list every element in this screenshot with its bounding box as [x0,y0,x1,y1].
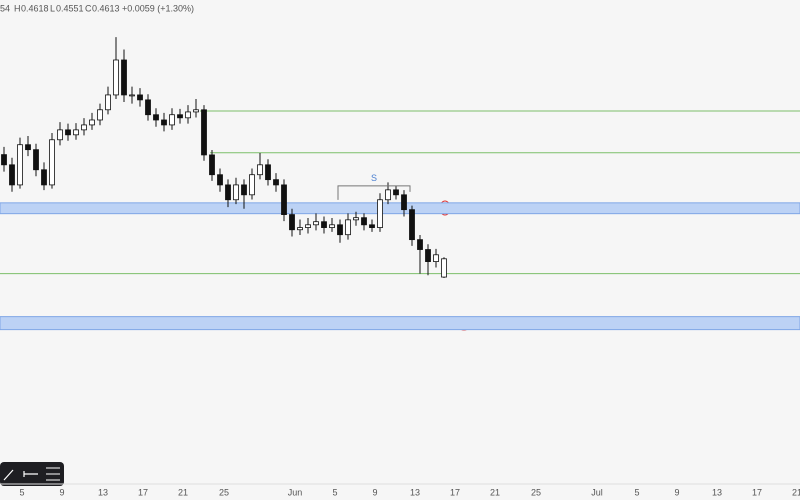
candle-body [281,184,287,215]
x-tick-label: 17 [138,487,148,497]
candle-body [425,249,431,262]
header-close: 0.4613 [92,3,120,13]
candle-body [17,144,23,186]
candle-body [353,217,359,221]
candle-body [401,194,407,211]
header-high-label: H [14,3,21,13]
x-tick-label: 5 [634,487,639,497]
candle-body [441,258,447,278]
x-tick-label: 5 [332,487,337,497]
candle-body [265,164,271,181]
candle-body [289,214,295,231]
candle-body [385,189,391,201]
x-tick-label: 9 [674,487,679,497]
candle-body [129,94,135,97]
x-tick-label: Jun [288,487,303,497]
candle-body [297,227,303,231]
candle-body [321,221,327,228]
x-tick-label: 13 [98,487,108,497]
candle-body [233,184,239,201]
candle-body [57,129,63,141]
candle-body [1,154,7,166]
candle-body [153,114,159,121]
candle-body [209,154,215,176]
candle-body [433,254,439,262]
header-low: 0.4551 [56,3,84,13]
candle-body [345,219,351,236]
x-tick-label: 25 [531,487,541,497]
candle-body [217,174,223,186]
x-tick-label: 21 [178,487,188,497]
s-label: S [371,173,377,183]
candle-body [377,199,383,228]
candle-body [193,109,199,113]
candle-body [25,144,31,151]
header-open: 54 [0,3,10,13]
zone [0,202,800,215]
header-high: 0.4618 [21,3,49,13]
candle-body [305,224,311,228]
header-low-label: L [50,3,55,13]
x-tick-label: Jul [591,487,603,497]
x-tick-label: 25 [219,487,229,497]
header-close-label: C [85,3,92,13]
candle-body [161,119,167,126]
toolbar[interactable] [0,462,64,486]
tool-trendline[interactable] [3,469,14,481]
candle-body [9,164,15,186]
zone [0,316,800,331]
candle-body [313,221,319,226]
candle-body [393,189,399,196]
x-tick-label: 13 [410,487,420,497]
candle-body [249,174,255,196]
candle-body [97,109,103,121]
candle-body [177,114,183,119]
header-change: +0.0059 (+1.30%) [122,3,194,13]
x-tick-label: 9 [59,487,64,497]
tool-ray[interactable] [23,471,38,477]
candle-body [41,169,47,186]
candle-body [73,129,79,136]
candle-body [49,139,55,186]
candle-body [241,184,247,196]
candle-body [121,59,127,96]
candle-body [409,209,415,241]
candle-body [225,184,231,201]
s-level [337,185,411,200]
candle-body [257,164,263,176]
x-tick-label: 9 [372,487,377,497]
x-tick-label: 13 [712,487,722,497]
candle-body [113,59,119,96]
candle-body [273,179,279,186]
candle-body [185,111,191,119]
candle-body [81,124,87,131]
x-tick-label: 21 [490,487,500,497]
x-tick-label: 17 [450,487,460,497]
candle-body [33,149,39,171]
candle-body [145,99,151,116]
x-tick-label: 21 [792,487,800,497]
candle-body [369,224,375,228]
x-tick-label: 17 [752,487,762,497]
candle-body [105,94,111,111]
tool-fib[interactable] [46,467,60,481]
candle-body [169,114,175,126]
candle-body [89,119,95,126]
candle-body [417,239,423,250]
candle-body [329,224,335,228]
candle-body [65,129,71,136]
x-tick-label: 5 [19,487,24,497]
candle-body [201,109,207,156]
candle-body [137,94,143,101]
candle-body [361,217,367,226]
candle-body [337,224,343,236]
